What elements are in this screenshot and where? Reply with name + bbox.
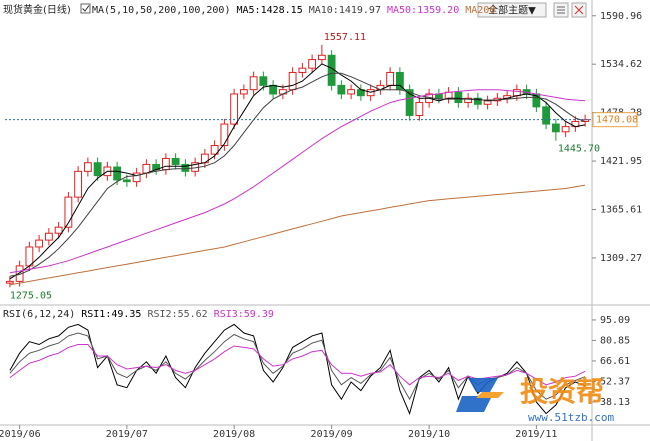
settings-icon xyxy=(557,6,565,14)
panel-title: 现货黄金(日线) xyxy=(3,3,71,16)
theme-button[interactable] xyxy=(477,2,547,18)
candle-body xyxy=(473,97,482,105)
candle-body xyxy=(64,196,73,228)
x-tick-label: 2019/10 xyxy=(408,429,450,440)
y-tick-label: 95.09 xyxy=(600,315,630,326)
last-price-label: 1470.08 xyxy=(596,115,638,126)
price-annotation: 1557.11 xyxy=(324,32,366,43)
candle-body xyxy=(454,91,463,104)
legend-entry: MA200 xyxy=(465,5,495,16)
ma-toggle[interactable] xyxy=(80,3,91,14)
watermark-title: 投资帮 xyxy=(520,375,604,408)
x-tick-label: 2019/11 xyxy=(515,429,557,440)
candle-body xyxy=(308,59,317,69)
candle-body xyxy=(83,162,92,172)
watermark-url: www.51tzb.com xyxy=(528,411,614,424)
candle-body xyxy=(551,123,560,133)
series-line xyxy=(9,63,586,280)
candle-body xyxy=(113,166,122,181)
candle-body xyxy=(347,89,356,95)
candle-body xyxy=(54,226,63,234)
legend-entry: MA10:1419.97 xyxy=(309,5,381,16)
y-tick-label: 52.37 xyxy=(600,376,630,387)
candle-body xyxy=(249,76,258,91)
candle-body xyxy=(386,71,395,86)
series-line xyxy=(9,184,586,286)
y-tick-label: 38.13 xyxy=(600,397,630,408)
legend-entry: RSI1:49.35 xyxy=(81,309,141,320)
candle-body xyxy=(161,157,170,171)
candle-body xyxy=(44,232,53,241)
indicator-label: MA(5,10,50,200,100,200) xyxy=(92,5,230,16)
candle-body xyxy=(5,280,14,284)
candle-body xyxy=(405,89,414,116)
series-line xyxy=(9,89,586,274)
y-tick-label: 80.85 xyxy=(600,335,630,346)
price-annotation: 1445.70 xyxy=(558,144,600,155)
candle-body xyxy=(25,246,34,267)
candle-body xyxy=(542,106,551,125)
candle-body xyxy=(35,239,44,248)
series-line xyxy=(9,72,586,277)
check-mark xyxy=(82,5,90,12)
legend-entry: RSI3:59.39 xyxy=(214,309,274,320)
candle-body xyxy=(230,93,239,125)
watermark: 投资帮 www.51tzb.com xyxy=(456,375,614,424)
candle-body xyxy=(269,84,278,95)
watermark-logo xyxy=(476,392,504,398)
candle-body xyxy=(122,179,131,183)
x-tick-label: 2019/09 xyxy=(311,429,353,440)
y-tick-label: 1421.95 xyxy=(600,156,642,167)
y-tick-label: 1534.62 xyxy=(600,59,642,70)
candle-body xyxy=(239,89,248,95)
candle-body xyxy=(561,126,570,133)
candle-body xyxy=(444,91,453,99)
candle-body xyxy=(15,265,24,282)
candle-body xyxy=(298,67,307,73)
candle-body xyxy=(93,162,102,177)
x-tick-label: 2019/07 xyxy=(106,429,148,440)
y-tick-label: 1365.61 xyxy=(600,204,642,215)
y-tick-label: 1590.96 xyxy=(600,11,642,22)
candle-body xyxy=(317,54,326,61)
y-tick-label: 66.61 xyxy=(600,356,630,367)
legend-entry: MA5:1428.15 xyxy=(236,5,302,16)
candle-body xyxy=(181,163,190,172)
series-line xyxy=(9,344,586,386)
y-tick-label: 1309.27 xyxy=(600,253,642,264)
price-annotation: 1275.05 xyxy=(10,290,52,301)
candle-body xyxy=(415,102,424,116)
theme-button-label: 全部主题▼ xyxy=(488,4,536,17)
x-tick-label: 2019/08 xyxy=(213,429,255,440)
legend-entry: RSI2:55.62 xyxy=(147,309,207,320)
candle-body xyxy=(337,84,346,95)
indicator-label: RSI(6,12,24) xyxy=(3,309,75,320)
candle-body xyxy=(464,97,473,104)
candle-body xyxy=(132,172,141,183)
candle-body xyxy=(171,157,180,165)
watermark-logo xyxy=(456,378,498,412)
candle-body xyxy=(220,123,229,147)
candle-body xyxy=(483,100,492,105)
legend-entry: MA50:1359.20 xyxy=(387,5,459,16)
close-icon xyxy=(574,5,584,15)
candle-body xyxy=(210,145,219,155)
candle-body xyxy=(74,170,83,198)
candle-body xyxy=(288,71,297,91)
candle-body xyxy=(259,76,268,86)
last-price-box xyxy=(592,112,638,128)
x-tick-label: 2019/06 xyxy=(0,429,41,440)
